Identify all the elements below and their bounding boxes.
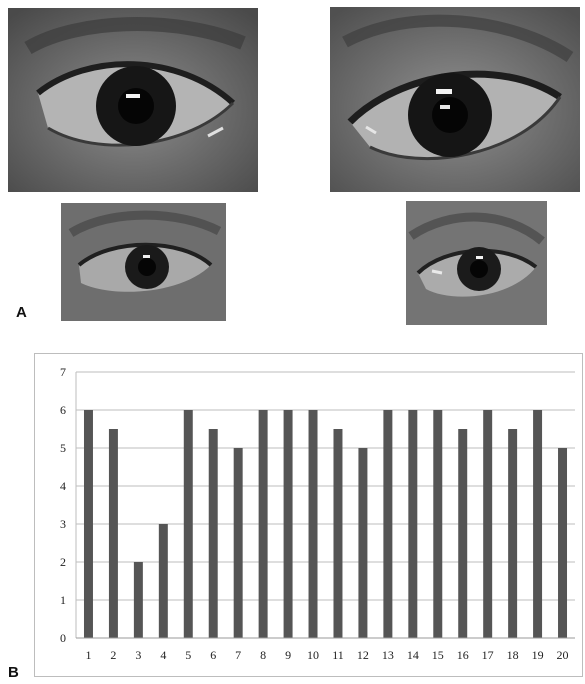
bar-1 <box>83 410 93 638</box>
y-tick-label: 2 <box>60 555 66 569</box>
x-tick-label: 20 <box>557 648 569 662</box>
bar-9 <box>283 410 293 638</box>
x-tick-label: 8 <box>260 648 266 662</box>
bar-7 <box>233 448 243 638</box>
x-tick-label: 16 <box>457 648 469 662</box>
x-tick-label: 12 <box>357 648 369 662</box>
y-tick-label: 5 <box>60 441 66 455</box>
x-tick-label: 11 <box>332 648 344 662</box>
bar-16 <box>458 429 468 638</box>
eye-photo-top-left <box>8 8 258 192</box>
bar-10 <box>308 410 318 638</box>
x-tick-label: 3 <box>135 648 141 662</box>
panel-label-a: A <box>16 304 27 321</box>
y-tick-label: 6 <box>60 403 66 417</box>
x-tick-label: 19 <box>532 648 544 662</box>
x-tick-label: 2 <box>110 648 116 662</box>
x-tick-label: 10 <box>307 648 319 662</box>
eye-photo-top-right <box>330 7 580 192</box>
bar-3 <box>133 562 143 638</box>
x-tick-label: 13 <box>382 648 394 662</box>
bar-13 <box>383 410 393 638</box>
bar-8 <box>258 410 268 638</box>
bar-12 <box>358 448 368 638</box>
y-tick-label: 4 <box>60 479 66 493</box>
y-tick-label: 7 <box>60 365 66 379</box>
x-tick-label: 1 <box>85 648 91 662</box>
eye-photo-bottom-left <box>61 203 226 321</box>
bar-2 <box>108 429 118 638</box>
photo-bottom-right <box>406 201 547 325</box>
x-tick-label: 17 <box>482 648 494 662</box>
x-tick-label: 4 <box>160 648 166 662</box>
x-tick-label: 9 <box>285 648 291 662</box>
bar-19 <box>533 410 543 638</box>
bar-14 <box>408 410 418 638</box>
y-tick-label: 0 <box>60 631 66 645</box>
bar-5 <box>183 410 193 638</box>
photo-bottom-left <box>61 203 226 321</box>
bar-11 <box>333 429 343 638</box>
bar-15 <box>433 410 443 638</box>
photo-top-right <box>330 7 580 192</box>
y-tick-label: 1 <box>60 593 66 607</box>
x-tick-label: 7 <box>235 648 241 662</box>
bar-17 <box>483 410 493 638</box>
x-tick-label: 5 <box>185 648 191 662</box>
bar-4 <box>158 524 168 638</box>
photo-top-left <box>8 8 258 192</box>
y-tick-label: 3 <box>60 517 66 531</box>
x-tick-label: 6 <box>210 648 216 662</box>
bar-6 <box>208 429 218 638</box>
x-tick-label: 18 <box>507 648 519 662</box>
x-tick-label: 14 <box>407 648 419 662</box>
eye-photo-bottom-right <box>406 201 547 325</box>
panel-label-b: B <box>8 664 19 681</box>
bar-18 <box>508 429 518 638</box>
bar-20 <box>558 448 568 638</box>
chart-frame: 0 1 2 3 4 5 6 7 1 2 3 4 5 6 7 8 9 10 11 12 13 14 15 16 17 18 19 20 <box>34 353 583 677</box>
x-tick-label: 15 <box>432 648 444 662</box>
